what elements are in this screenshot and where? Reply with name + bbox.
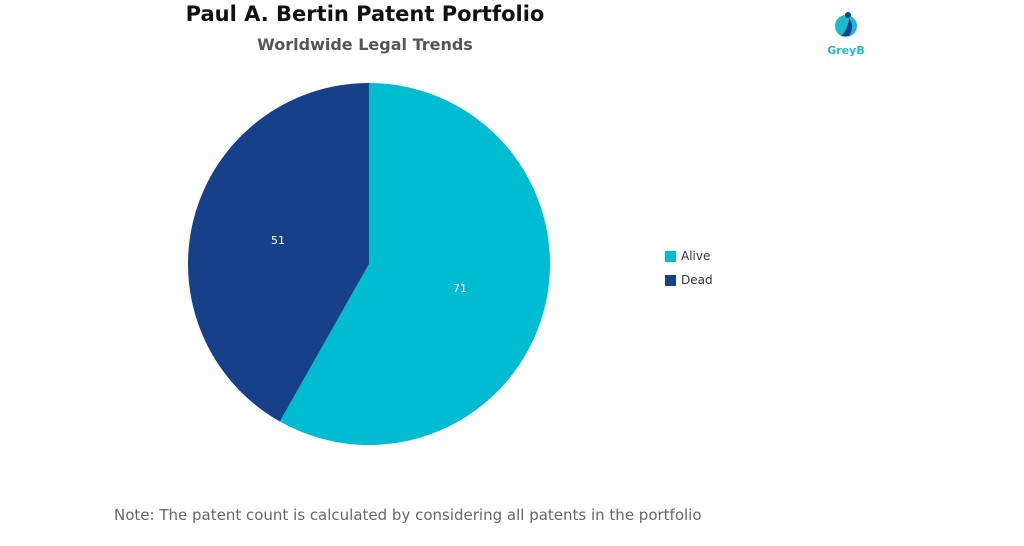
greyb-logo-text: GreyB (827, 44, 865, 57)
legend-item-alive[interactable]: Alive (665, 244, 713, 268)
slice-value-label-alive: 71 (453, 282, 467, 295)
legend-label-alive: Alive (681, 249, 711, 263)
greyb-logo-icon (835, 12, 857, 37)
pie-slice-dead[interactable] (188, 83, 369, 422)
pie-slice-alive[interactable] (279, 83, 550, 446)
legend-swatch-dead (665, 274, 676, 286)
legend-swatch-alive (665, 250, 676, 262)
chart-subtitle: Worldwide Legal Trends (257, 35, 473, 54)
legend-item-dead[interactable]: Dead (665, 268, 713, 292)
slice-value-label-dead: 51 (271, 234, 285, 247)
chart-title: Paul A. Bertin Patent Portfolio (185, 2, 545, 26)
greyb-logo: GreyB (822, 10, 870, 62)
legend-label-dead: Dead (681, 273, 713, 287)
legend: Alive Dead (665, 244, 713, 292)
footnote: Note: The patent count is calculated by … (114, 506, 702, 524)
